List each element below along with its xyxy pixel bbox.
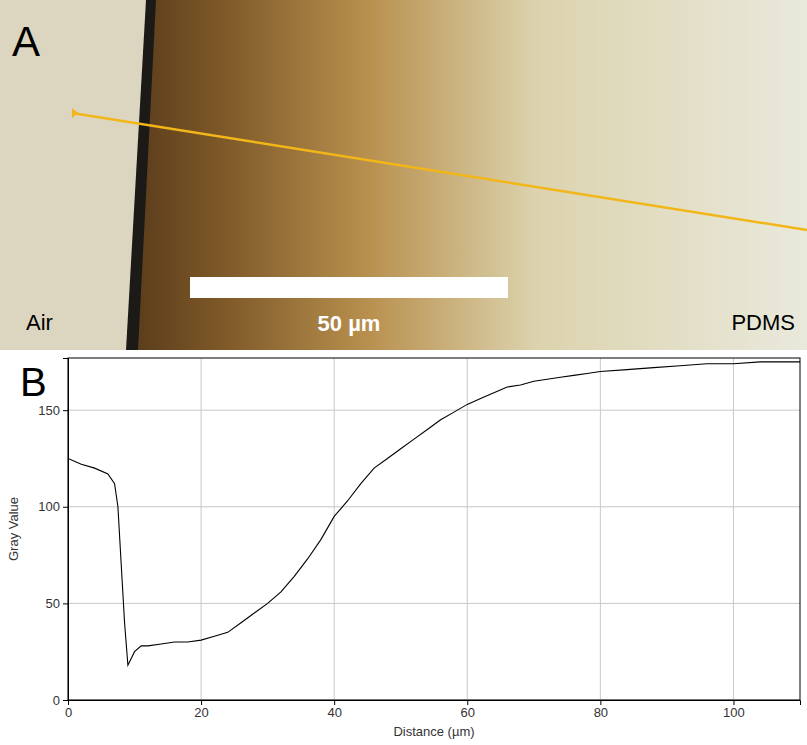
y-axis: 0 50 100 150 [38,359,68,708]
y-tick-label: 100 [38,499,60,514]
grid-line [334,358,335,700]
x-tick-label: 0 [65,705,72,720]
y-tick: 0 [53,693,68,708]
plot-marks [68,362,800,665]
y-tick-label: 150 [38,403,60,418]
x-tick-label: 60 [461,705,475,720]
grid [68,358,800,700]
data-line [68,362,800,665]
panel-a: 50 µm Air PDMS A [0,0,807,350]
profile-line [72,113,807,230]
panel-letter: B [20,360,47,404]
x-tick: 100 [723,700,745,720]
x-tick-label: 80 [594,705,608,720]
region-label: PDMS [731,310,795,335]
y-tick: 50 [46,596,68,611]
air-region [0,0,807,350]
profile-line-start [72,108,78,118]
x-tick: 0 [65,700,72,720]
grid-line [467,358,468,700]
x-tick-label: 40 [327,705,341,720]
x-tick: 80 [594,700,608,720]
interface-edge [126,0,156,350]
grid-line [201,358,202,700]
grid-line [733,358,734,700]
panel-letter: A [12,18,40,65]
x-tick: 40 [327,700,341,720]
x-tick-label: 20 [194,705,208,720]
figure: 50 µm Air PDMS A 0 20 40 60 80 100 0 50 100 150 Distan… [0,0,807,745]
grid-line [68,506,800,507]
y-tick-mark [63,700,68,701]
plot-background [68,358,800,700]
y-tick: 150 [38,403,68,418]
x-tick-label: 100 [723,705,745,720]
x-axis: 0 20 40 60 80 100 [65,700,801,720]
y-tick-mark [63,507,68,508]
y-tick-label: 50 [46,596,60,611]
y-axis-title: Gray Value [6,497,21,561]
pdms-region [132,0,807,350]
x-tick: 20 [194,700,208,720]
panel-b: 0 20 40 60 80 100 0 50 100 150 Distance (µm) Gray V… [6,358,801,739]
y-tick-mark [63,603,68,604]
x-axis-title: Distance (µm) [393,724,474,739]
x-axis-line [69,701,801,706]
grid-line [68,603,800,604]
x-tick: 60 [461,700,475,720]
scale-bar [190,277,508,298]
plot-frame [68,358,800,700]
y-tick-mark [63,410,68,411]
scale-bar-label: 50 µm [318,311,381,336]
grid-line [68,410,800,411]
y-tick-label: 0 [53,693,60,708]
grid-line [600,358,601,700]
region-label: Air [26,310,53,335]
y-tick: 100 [38,499,68,514]
